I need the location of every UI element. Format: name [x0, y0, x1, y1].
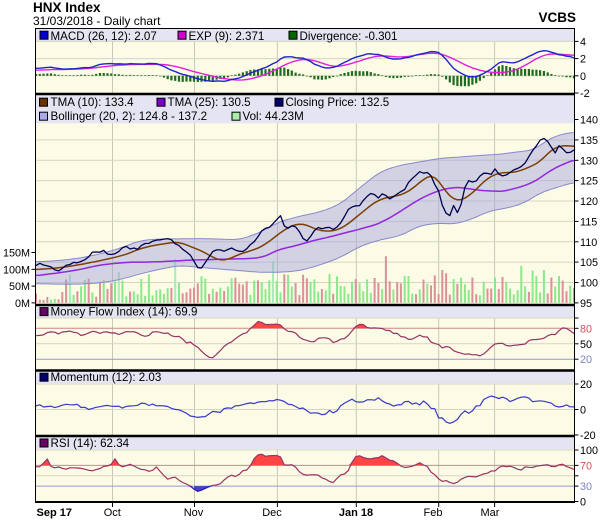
svg-text:130: 130 — [580, 155, 598, 167]
svg-text:Closing Price: 132.5: Closing Price: 132.5 — [286, 96, 390, 109]
svg-text:100: 100 — [580, 278, 598, 290]
svg-text:Divergence: -0.301: Divergence: -0.301 — [300, 30, 398, 43]
svg-text:20: 20 — [580, 379, 592, 391]
svg-text:Feb: Feb — [424, 507, 443, 519]
svg-text:Mar: Mar — [481, 507, 500, 519]
svg-text:140: 140 — [580, 115, 598, 127]
svg-text:125: 125 — [580, 176, 598, 188]
svg-text:-2: -2 — [580, 88, 590, 100]
svg-text:Oct: Oct — [104, 507, 121, 519]
svg-text:20: 20 — [580, 354, 592, 366]
svg-text:Vol: 44.23M: Vol: 44.23M — [243, 110, 304, 123]
svg-text:80: 80 — [580, 323, 592, 335]
svg-text:70: 70 — [580, 460, 592, 472]
svg-text:0: 0 — [580, 71, 586, 83]
svg-text:150M: 150M — [3, 248, 30, 260]
svg-text:31/03/2018 - Daily chart: 31/03/2018 - Daily chart — [33, 14, 161, 28]
svg-text:100M: 100M — [3, 264, 30, 276]
svg-text:RSI (14): 62.34: RSI (14): 62.34 — [51, 437, 130, 450]
svg-text:95: 95 — [580, 298, 592, 310]
svg-text:0M: 0M — [15, 298, 30, 310]
svg-text:TMA (10): 133.4: TMA (10): 133.4 — [51, 96, 135, 109]
svg-text:4: 4 — [580, 36, 586, 48]
svg-text:HNX Index: HNX Index — [33, 0, 101, 15]
svg-text:VCBS: VCBS — [538, 10, 576, 25]
svg-text:110: 110 — [580, 237, 597, 249]
svg-text:Sep 17: Sep 17 — [37, 507, 72, 519]
svg-text:Dec: Dec — [262, 507, 282, 519]
svg-text:EXP (9): 2.371: EXP (9): 2.371 — [189, 30, 265, 43]
svg-text:105: 105 — [580, 257, 598, 269]
svg-text:Bollinger (20, 2): 124.8 - 137: Bollinger (20, 2): 124.8 - 137.2 — [51, 110, 208, 123]
svg-text:MACD (26, 12): 2.07: MACD (26, 12): 2.07 — [51, 30, 157, 43]
svg-text:50M: 50M — [9, 281, 30, 293]
svg-text:TMA (25): 130.5: TMA (25): 130.5 — [168, 96, 251, 109]
svg-text:135: 135 — [580, 135, 598, 147]
svg-text:Momentum (12): 2.03: Momentum (12): 2.03 — [51, 371, 162, 384]
svg-text:30: 30 — [580, 481, 592, 493]
svg-text:115: 115 — [580, 216, 597, 228]
svg-text:2: 2 — [580, 54, 586, 66]
svg-text:0: 0 — [580, 405, 586, 417]
svg-text:120: 120 — [580, 196, 598, 208]
svg-text:Money Flow Index (14): 69.9: Money Flow Index (14): 69.9 — [51, 305, 198, 318]
svg-text:-20: -20 — [580, 430, 596, 442]
svg-text:100: 100 — [580, 445, 598, 457]
svg-text:Jan 18: Jan 18 — [339, 507, 373, 519]
svg-text:Nov: Nov — [184, 507, 204, 519]
svg-text:0: 0 — [580, 497, 586, 509]
svg-text:50: 50 — [580, 339, 592, 351]
